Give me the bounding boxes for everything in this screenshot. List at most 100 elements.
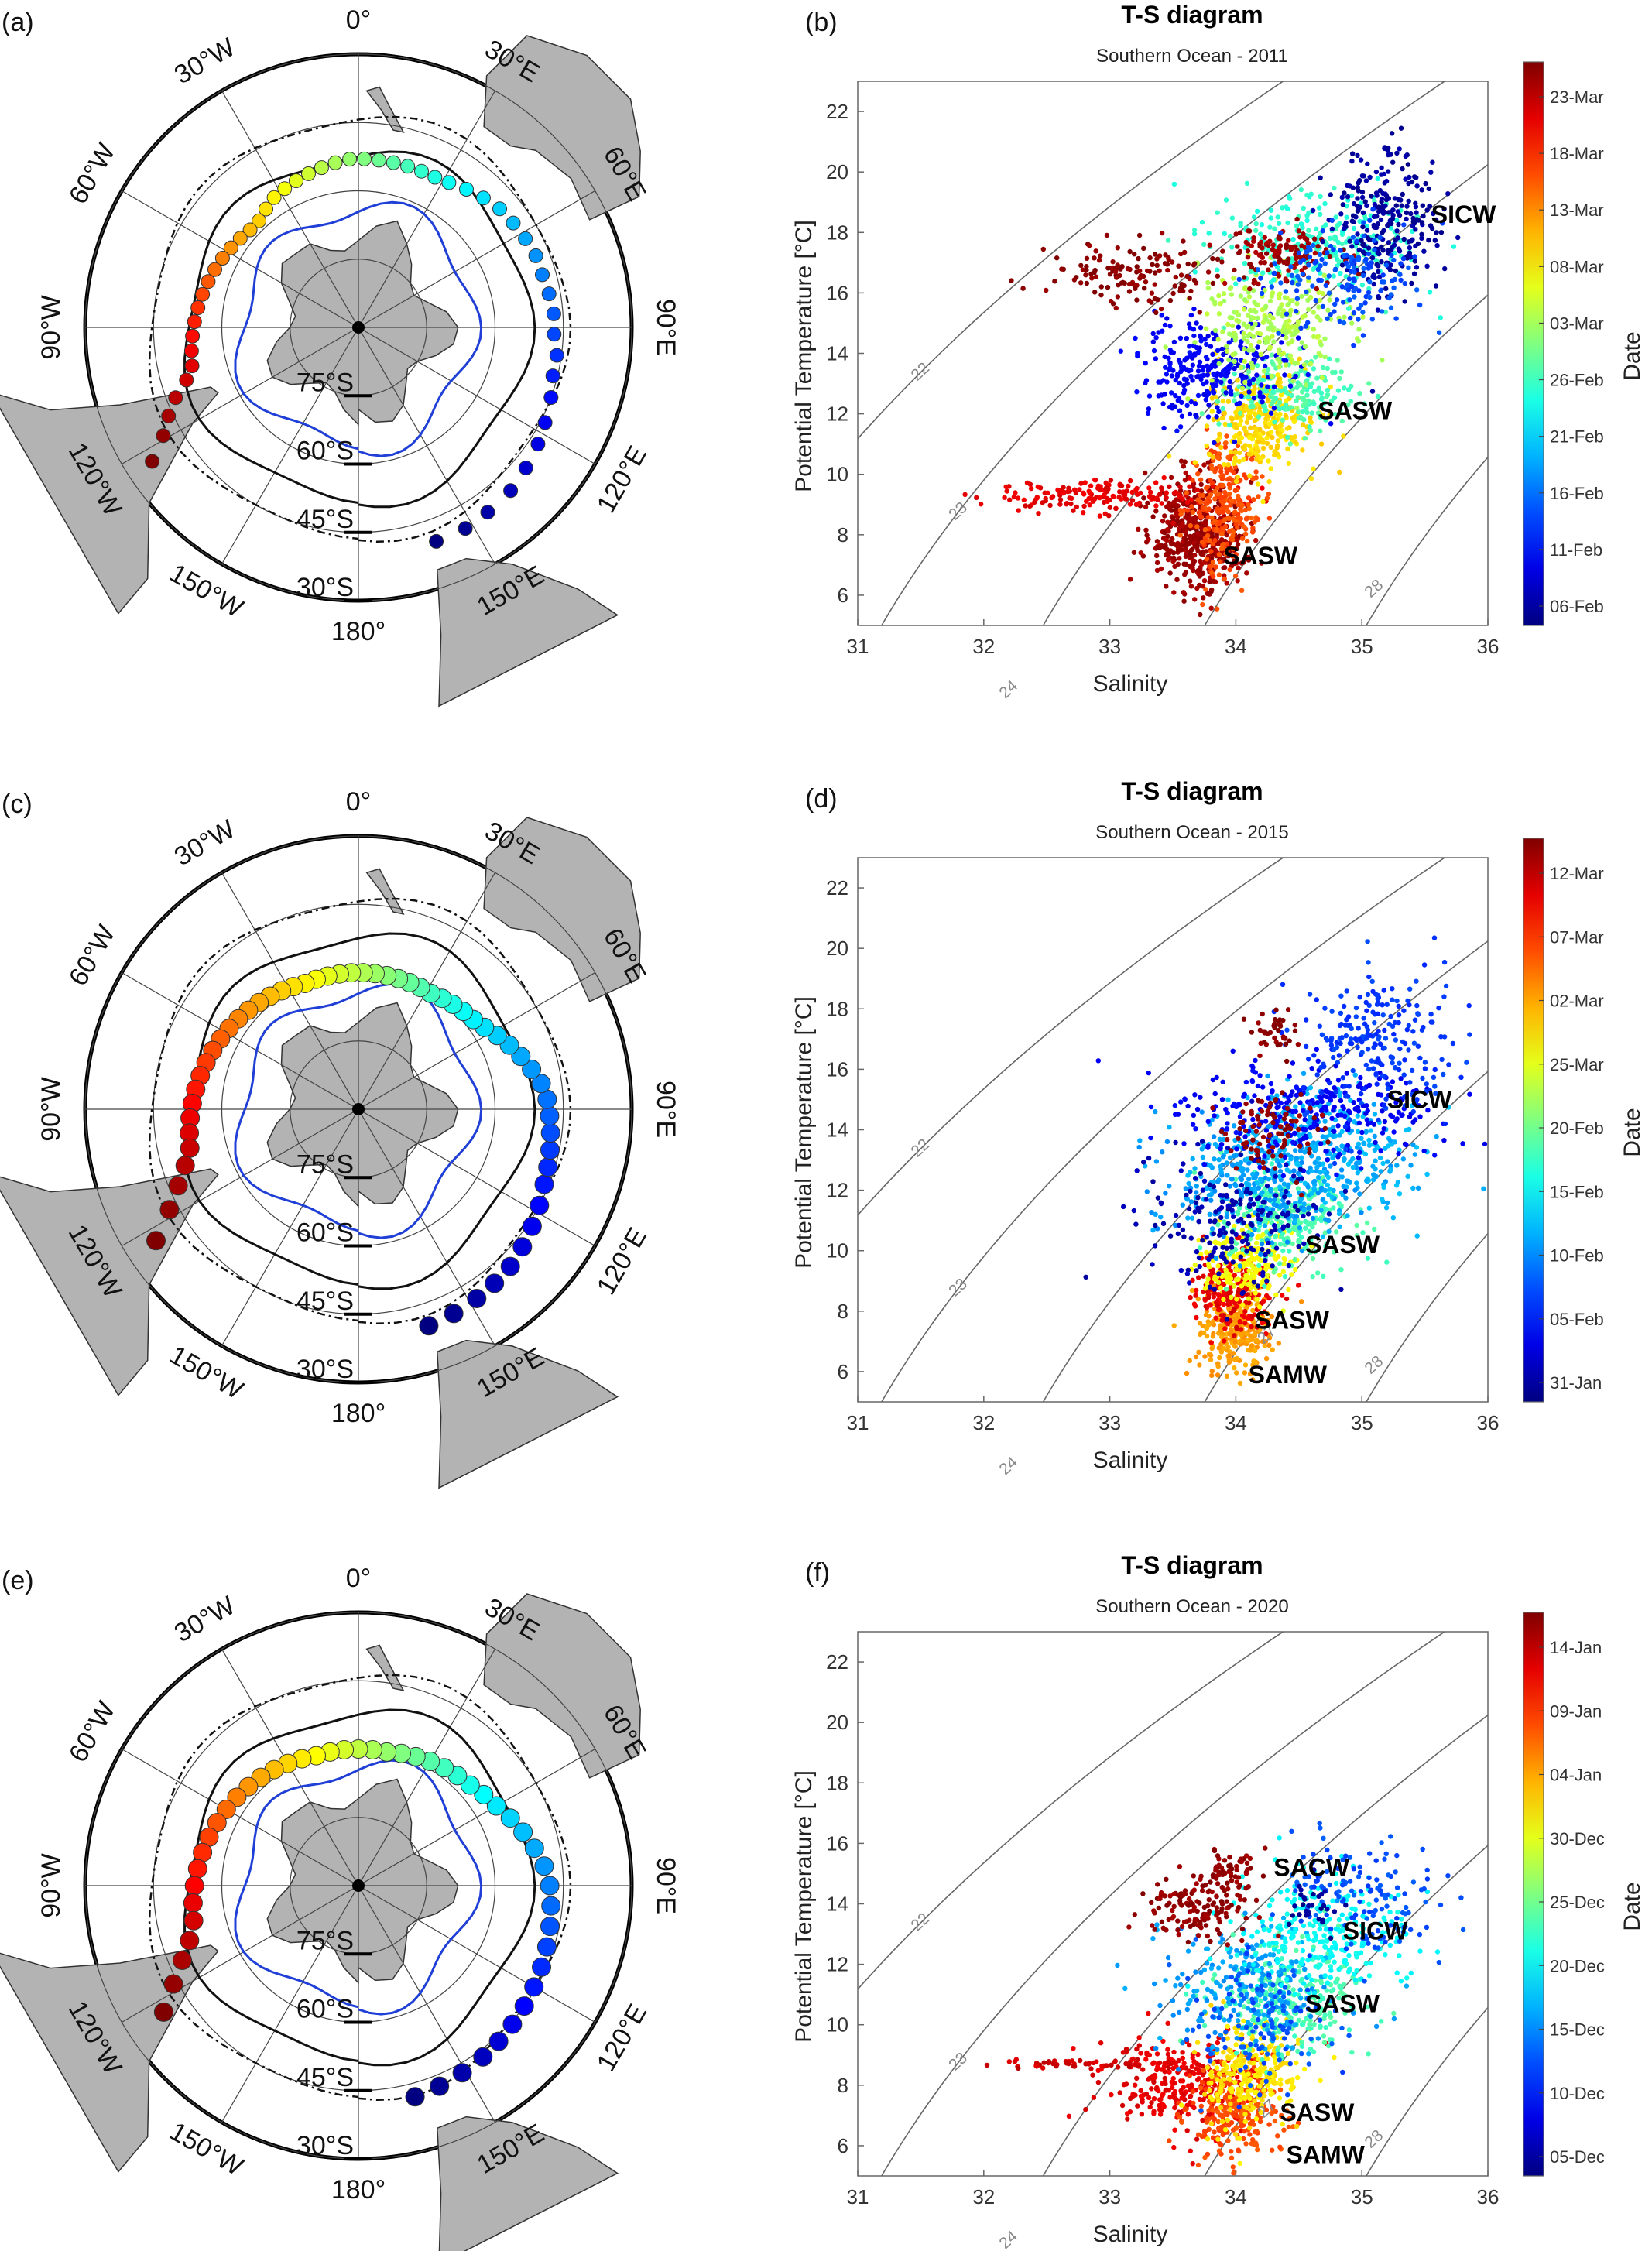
- track-marker: [536, 1937, 557, 1957]
- ts-point: [1332, 236, 1338, 242]
- ts-point: [1306, 1205, 1311, 1211]
- ts-point: [1308, 1237, 1314, 1242]
- ts-point: [1164, 584, 1169, 589]
- ts-point: [1215, 454, 1221, 460]
- ts-point: [1253, 249, 1259, 255]
- ts-point: [1248, 425, 1253, 430]
- ts-point: [1361, 266, 1366, 272]
- ts-point: [1011, 494, 1017, 500]
- ts-point: [1327, 253, 1333, 259]
- ts-point: [1266, 1177, 1272, 1182]
- ts-point: [1198, 513, 1204, 519]
- ts-point: [1222, 576, 1228, 581]
- ts-point: [1388, 152, 1393, 157]
- ts-point: [1205, 285, 1212, 291]
- ts-point: [1072, 487, 1078, 492]
- ts-point: [1249, 363, 1256, 368]
- ts-point: [1383, 1205, 1390, 1211]
- chart-title: T-S diagram: [1121, 777, 1263, 805]
- track-marker: [314, 160, 329, 176]
- ts-point: [1198, 334, 1204, 340]
- ts-point: [1355, 1113, 1361, 1119]
- ts-point: [1116, 283, 1121, 288]
- ts-point: [1242, 1370, 1248, 1376]
- ts-point: [1179, 282, 1184, 287]
- ts-point: [1228, 482, 1233, 488]
- ts-point: [1219, 346, 1225, 352]
- ts-point: [1239, 339, 1244, 344]
- ts-point: [1222, 517, 1228, 522]
- y-tick-label: 6: [838, 584, 848, 607]
- ts-point: [1218, 1327, 1224, 1332]
- ts-point: [1150, 331, 1156, 337]
- ts-point: [1368, 1128, 1374, 1133]
- ts-point: [1234, 1370, 1239, 1376]
- ts-point: [1305, 372, 1311, 378]
- ts-point: [1270, 399, 1277, 404]
- ts-point: [1153, 1159, 1160, 1164]
- ts-point: [1336, 1211, 1342, 1217]
- ts-point: [1204, 1326, 1210, 1331]
- ts-point: [1322, 1119, 1328, 1124]
- ts-point: [1245, 248, 1251, 254]
- ts-point: [1269, 1314, 1275, 1320]
- longitude-label: 30°W: [170, 814, 240, 872]
- ts-point: [1325, 307, 1331, 313]
- ts-point: [974, 495, 979, 500]
- ts-point: [1235, 542, 1241, 547]
- ts-point: [1321, 272, 1327, 278]
- ts-point: [1153, 509, 1159, 514]
- meridian-line: [121, 190, 359, 328]
- ts-point: [1359, 189, 1366, 195]
- track-marker: [277, 181, 293, 197]
- ts-point: [1184, 377, 1190, 382]
- ts-point: [1280, 351, 1287, 356]
- track-marker: [549, 348, 564, 363]
- ts-point: [1402, 299, 1407, 304]
- ts-point: [1153, 310, 1159, 316]
- ts-point: [1208, 549, 1214, 554]
- ts-point: [1221, 1301, 1226, 1307]
- ts-point: [1254, 372, 1260, 378]
- track-marker: [534, 1856, 554, 1876]
- ts-point: [1259, 382, 1264, 388]
- ts-point: [1318, 263, 1323, 269]
- ts-point: [1166, 454, 1172, 459]
- colorbar-label: Date: [1619, 1108, 1645, 1156]
- ts-point: [1301, 257, 1307, 263]
- ts-point: [1326, 1192, 1332, 1197]
- ts-point: [1294, 288, 1300, 293]
- ts-point: [1407, 253, 1413, 259]
- meridian-line: [221, 327, 359, 565]
- ts-point: [1327, 356, 1332, 361]
- ts-point: [1412, 1152, 1418, 1157]
- ts-point: [1247, 1371, 1253, 1377]
- track-marker: [474, 1784, 494, 1804]
- ts-point: [1336, 1148, 1342, 1153]
- ts-point: [1260, 270, 1266, 276]
- ts-point: [1179, 523, 1185, 529]
- ts-point: [1254, 302, 1260, 307]
- ts-point: [1159, 306, 1164, 312]
- ts-point: [1327, 297, 1332, 303]
- ts-point: [1127, 577, 1133, 582]
- track-marker: [195, 286, 211, 302]
- ts-point: [1235, 578, 1240, 584]
- ts-point: [1143, 378, 1150, 383]
- ts-point: [1426, 238, 1431, 243]
- ts-point: [1256, 494, 1261, 499]
- ts-point: [1188, 373, 1194, 379]
- meridian-line: [358, 971, 596, 1110]
- ts-point: [1376, 295, 1382, 300]
- ts-point: [1110, 493, 1116, 499]
- ts-point: [1183, 1186, 1189, 1191]
- ts-point: [1225, 1097, 1231, 1102]
- ts-point: [1301, 205, 1306, 211]
- ts-point: [1320, 1134, 1326, 1139]
- track-marker: [414, 163, 429, 179]
- ts-point: [1345, 194, 1351, 200]
- ts-point: [1162, 513, 1167, 519]
- ts-point: [1242, 297, 1248, 303]
- ts-point: [1183, 553, 1189, 560]
- ts-point: [1312, 1145, 1318, 1150]
